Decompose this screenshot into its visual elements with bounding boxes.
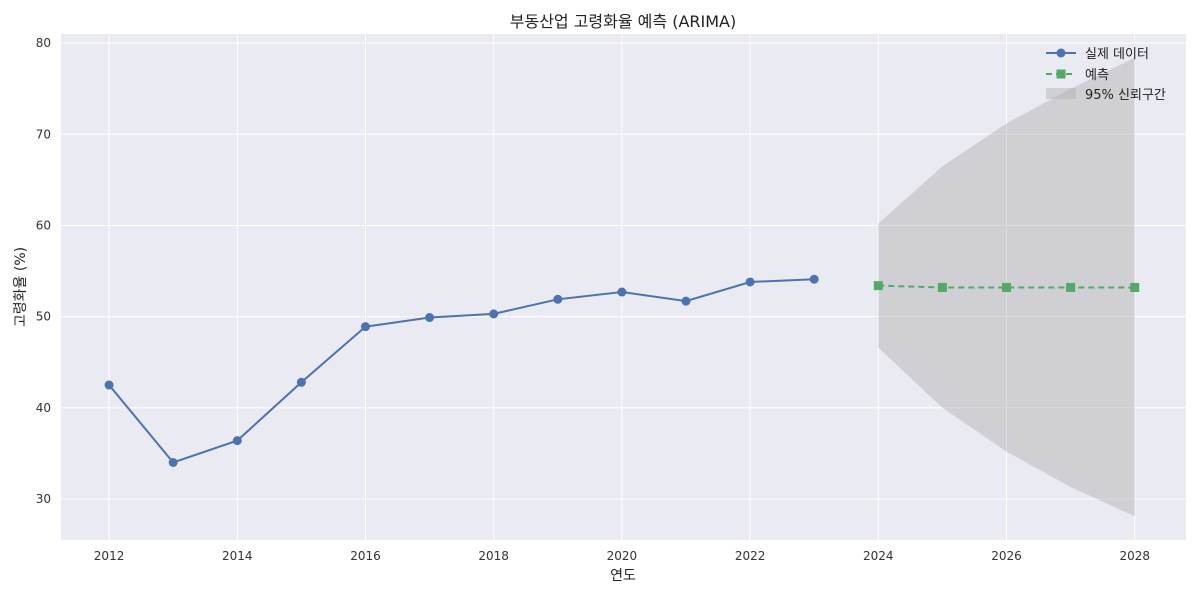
legend-label-band: 95% 신뢰구간 (1085, 88, 1166, 103)
legend-marker-forecast (1056, 69, 1066, 79)
legend-marker-actual (1056, 48, 1066, 58)
x-axis-title: 연도 (610, 568, 636, 584)
x-tick-label: 2020 (607, 549, 638, 563)
data-point-actual (104, 380, 114, 390)
data-point-forecast (873, 281, 883, 291)
data-point-forecast (1130, 282, 1140, 292)
legend-swatch-band (1046, 88, 1076, 99)
chart-title: 부동산업 고령화율 예측 (ARIMA) (510, 12, 736, 31)
data-point-actual (232, 436, 242, 446)
x-tick-label: 2014 (222, 549, 253, 563)
legend-label-forecast: 예측 (1085, 68, 1109, 83)
data-point-forecast (1066, 282, 1076, 292)
data-point-actual (168, 458, 178, 468)
data-point-actual (681, 296, 691, 306)
series-line-1 (878, 284, 1135, 289)
x-tick-labels: 2012 2014 2016 2018 2020 2022 2024 2026 2028 (94, 549, 1150, 563)
legend-label-actual: 실제 데이터 (1085, 47, 1149, 62)
y-tick-label: 30 (36, 492, 51, 506)
x-tick-label: 2026 (991, 549, 1022, 563)
x-tick-label: 2012 (94, 549, 125, 563)
data-point-actual (489, 309, 499, 319)
x-tick-label: 2016 (350, 549, 381, 563)
y-tick-label: 70 (36, 127, 51, 141)
series-lines-layer (108, 278, 1135, 464)
series-line-0 (108, 278, 815, 464)
y-tick-label: 50 (36, 310, 51, 324)
data-point-forecast (937, 282, 947, 292)
y-tick-label: 40 (36, 401, 51, 415)
legend: 실제 데이터 예측 95% 신뢰구간 (1046, 47, 1166, 103)
y-tick-label: 60 (36, 218, 51, 232)
x-tick-label: 2022 (735, 549, 766, 563)
x-tick-label: 2024 (863, 549, 894, 563)
data-point-actual (617, 287, 627, 297)
data-point-actual (553, 294, 563, 304)
series-markers-layer (104, 274, 1140, 468)
y-tick-labels: 30 40 50 60 70 80 (36, 36, 51, 506)
y-tick-label: 80 (36, 36, 51, 50)
y-axis-title: 고령화율 (%) (13, 247, 29, 327)
data-point-actual (809, 274, 819, 284)
x-tick-label: 2018 (478, 549, 509, 563)
data-point-actual (425, 313, 435, 323)
data-point-actual (360, 322, 370, 332)
data-point-actual (296, 377, 306, 387)
x-tick-label: 2028 (1119, 549, 1150, 563)
data-point-actual (745, 277, 755, 287)
data-point-forecast (1002, 282, 1012, 292)
